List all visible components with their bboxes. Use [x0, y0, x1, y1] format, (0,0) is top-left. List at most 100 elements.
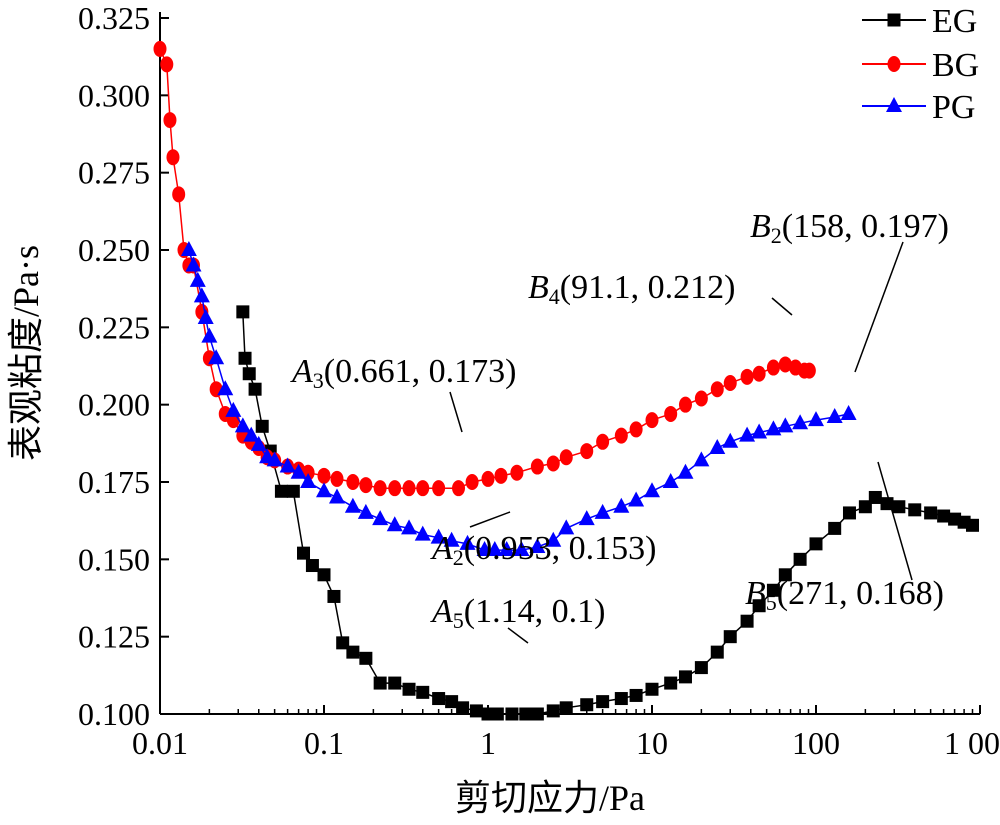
data-point-pg [250, 435, 267, 451]
data-point-bg [802, 362, 816, 379]
data-point-eg [327, 589, 341, 603]
data-point-bg [465, 474, 479, 490]
annotation-label: A3(0.661, 0.173) [290, 353, 516, 393]
data-point-pg [662, 473, 679, 488]
data-point-pg [234, 417, 251, 433]
data-point-bg [416, 480, 430, 497]
data-point-pg [578, 510, 595, 526]
data-point-eg [937, 509, 951, 523]
legend-item-pg: PG [862, 89, 975, 126]
data-point-eg [416, 685, 430, 699]
legend-label: PG [932, 89, 975, 126]
data-point-pg [529, 537, 546, 553]
data-point-pg [180, 241, 197, 256]
y-tick-label: 0.100 [78, 696, 150, 732]
data-point-eg [297, 546, 311, 560]
data-point-eg [373, 676, 387, 690]
x-axis-title: 剪切应力/Pa [455, 778, 645, 818]
legend-item-eg: EG [862, 3, 977, 40]
data-point-pg [808, 411, 824, 427]
data-point-eg [242, 367, 256, 381]
data-point-pg [266, 451, 283, 467]
data-point-eg [530, 707, 544, 721]
data-point-bg [452, 480, 466, 497]
series-eg [236, 305, 979, 721]
data-point-bg [723, 375, 737, 392]
data-point-eg [286, 484, 300, 498]
data-point-bg [546, 455, 560, 472]
annotation-leader-line [469, 511, 511, 528]
data-point-pg [792, 414, 809, 430]
data-point-eg [432, 692, 446, 706]
data-point-pg [193, 287, 210, 303]
data-point-eg [766, 583, 780, 597]
y-tick-label: 0.225 [78, 309, 150, 345]
annotation-label: B2(158, 0.197) [750, 208, 949, 248]
data-point-pg [644, 482, 660, 498]
data-point-bg [510, 464, 524, 481]
data-point-pg [300, 473, 317, 488]
data-point-pg [328, 488, 345, 504]
data-point-pg [513, 541, 530, 557]
data-point-bg [163, 112, 177, 129]
data-point-eg [614, 692, 628, 706]
data-point-pg [243, 426, 260, 442]
x-tick-label: 0.1 [304, 725, 344, 761]
data-point-eg [858, 500, 872, 514]
y-tick-label: 0.175 [78, 464, 150, 500]
annotation-leader-line [449, 391, 463, 433]
data-point-pg [201, 327, 218, 343]
data-point-bg [645, 412, 659, 429]
data-point-eg [559, 701, 573, 715]
data-point-bg [481, 470, 495, 487]
data-point-eg [596, 695, 610, 709]
data-point-pg [739, 426, 756, 442]
data-point-pg [443, 531, 460, 547]
data-point-eg [255, 419, 269, 433]
data-point-eg [238, 351, 252, 365]
x-tick-label: 1 [480, 725, 496, 761]
data-point-eg [456, 701, 470, 715]
data-point-pg [751, 423, 768, 439]
data-point-eg [892, 500, 906, 514]
data-point-pg [486, 541, 503, 557]
annotation-leader-line [877, 461, 913, 581]
data-point-pg [357, 503, 374, 519]
annotation-label: A5(1.14, 0.1) [430, 593, 605, 633]
data-point-eg [346, 645, 360, 659]
annotation-leader-line [507, 627, 529, 644]
data-point-pg [722, 432, 739, 448]
data-point-eg [694, 661, 708, 675]
y-tick-label: 0.125 [78, 619, 150, 655]
data-point-bg [317, 467, 331, 484]
data-point-pg [840, 404, 857, 420]
data-point-eg [752, 599, 766, 613]
data-point-eg [388, 676, 402, 690]
data-point-bg [664, 405, 678, 422]
x-tick-label: 10 [636, 725, 668, 761]
data-point-eg [359, 651, 373, 665]
data-point-eg [402, 682, 416, 696]
data-point-pg [316, 482, 332, 498]
data-point-bg [614, 427, 628, 444]
annotation-leader-line [771, 297, 793, 316]
y-tick-label: 0.325 [78, 0, 150, 36]
data-point-pg [197, 309, 214, 325]
data-point-pg [677, 463, 694, 479]
data-point-bg [678, 396, 692, 413]
y-tick-label: 0.250 [78, 232, 150, 268]
data-point-pg [628, 491, 645, 507]
data-point-eg [236, 305, 250, 319]
y-tick-label: 0.150 [78, 541, 150, 577]
y-tick-label: 0.275 [78, 155, 150, 191]
data-point-eg [445, 695, 459, 709]
data-point-pg [189, 271, 206, 287]
data-point-bg [166, 149, 180, 166]
data-point-bg [766, 359, 780, 376]
data-point-pg [826, 408, 843, 424]
data-point-bg [153, 40, 167, 57]
data-point-bg [580, 443, 594, 460]
annotation-label: B5(271, 0.168) [745, 575, 944, 615]
data-point-pg [401, 519, 418, 535]
